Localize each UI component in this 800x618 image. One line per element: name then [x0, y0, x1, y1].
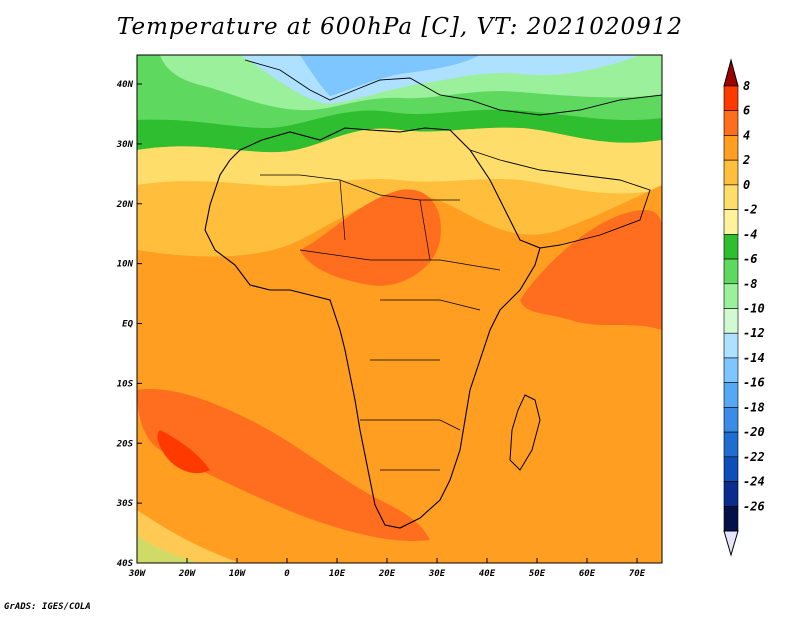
colorbar-label: -26 — [743, 499, 765, 513]
lon-label: 0 — [284, 569, 290, 579]
band-plus6-hotspot — [157, 430, 210, 474]
colorbar-label: -24 — [743, 475, 765, 489]
coastline-arabia — [469, 149, 651, 249]
colorbar-swatch — [723, 407, 739, 433]
colorbar-swatch — [723, 283, 739, 309]
lat-label: 40N — [117, 80, 134, 90]
lon-label: 60E — [579, 569, 596, 579]
band-blue — [300, 55, 480, 96]
coastline-africa — [204, 127, 541, 529]
colorbar-swatch — [723, 234, 739, 260]
lon-label: 10W — [229, 569, 247, 579]
coastline-madagascar — [509, 394, 541, 471]
lon-label: 30W — [128, 569, 147, 579]
colorbar-label: -16 — [743, 376, 765, 390]
colorbar-swatch — [723, 456, 739, 482]
lat-label: 30N — [116, 140, 134, 150]
colorbar-label: 2 — [742, 153, 750, 167]
colorbar-swatch — [723, 110, 739, 136]
lon-label: 40E — [479, 569, 496, 579]
colorbar-label: -12 — [743, 326, 765, 340]
colorbar-swatch — [723, 184, 739, 210]
longitude-axis: 30W 20W 10W 0 10E 20E 30E 40E 50E 60E 70E — [128, 558, 646, 579]
colorbar-swatch — [723, 431, 739, 458]
lon-label: 70E — [629, 569, 646, 579]
colorbar-swatch — [723, 308, 739, 334]
colorbar-swatch — [723, 85, 739, 112]
colorbar-label: 4 — [743, 128, 750, 142]
colorbar-swatch — [723, 135, 739, 161]
colorbar-swatch — [723, 332, 739, 359]
plot-frame — [136, 54, 663, 564]
country-borders — [260, 174, 501, 471]
lon-label: 20E — [378, 569, 396, 579]
colorbar-swatch — [723, 382, 739, 408]
coastline-europe — [244, 59, 662, 116]
colorbar-swatch — [723, 159, 739, 186]
colorbar-label: -20 — [743, 425, 765, 439]
colorbar-swatch — [723, 357, 739, 383]
lat-label: 40S — [117, 559, 134, 569]
lat-label: 20N — [116, 200, 134, 210]
colorbar-swatch — [723, 258, 739, 285]
colorbar-label: 0 — [743, 178, 750, 192]
band-minus2 — [137, 127, 662, 194]
colorbar-label: -8 — [743, 277, 757, 291]
band-plus4-south-atlantic — [137, 389, 430, 541]
colorbar-swatch — [723, 505, 739, 532]
grads-credit: GrADS: IGES/COLA — [4, 602, 91, 612]
colorbar-top-triangle — [723, 58, 739, 87]
colorbar-label: 6 — [743, 104, 750, 118]
band-plus4-sahel — [300, 189, 441, 286]
colorbar-label: -14 — [743, 351, 765, 365]
colorbar-label: -22 — [743, 450, 765, 464]
colorbar-label: -4 — [743, 227, 757, 241]
lon-label: 10E — [329, 569, 346, 579]
colorbar-label: 8 — [743, 79, 750, 93]
latitude-axis: 40N 30N 20N 10N EQ 10S 20S 30S 40S — [116, 80, 142, 569]
colorbar-label: -6 — [743, 252, 757, 266]
lat-label: EQ — [122, 320, 133, 330]
band-plus4-indian-ocean — [520, 210, 662, 330]
colorbar-bottom-triangle — [723, 530, 739, 557]
colorbar-label: -10 — [743, 302, 765, 316]
band-south-yellow — [137, 510, 240, 563]
lon-label: 50E — [529, 569, 546, 579]
lat-label: 10N — [117, 260, 134, 270]
temperature-field — [137, 55, 662, 563]
colorbar-label: -2 — [743, 203, 757, 217]
lat-label: 10S — [117, 379, 134, 389]
lat-label: 20S — [116, 439, 134, 449]
colorbar: 8 6 4 2 0 -2 -4 -6 -8 -10 -12 -14 -16 -18 -20 -22 -24 -26 — [723, 58, 765, 557]
lon-label: 30E — [428, 569, 446, 579]
map-title: Temperature at 600hPa [C], VT: 202102091… — [116, 14, 684, 40]
lon-label: 20W — [178, 569, 197, 579]
colorbar-swatch — [723, 481, 739, 507]
colorbar-label: -18 — [743, 400, 765, 414]
colorbar-swatch — [723, 209, 739, 235]
lat-label: 30S — [116, 499, 134, 509]
